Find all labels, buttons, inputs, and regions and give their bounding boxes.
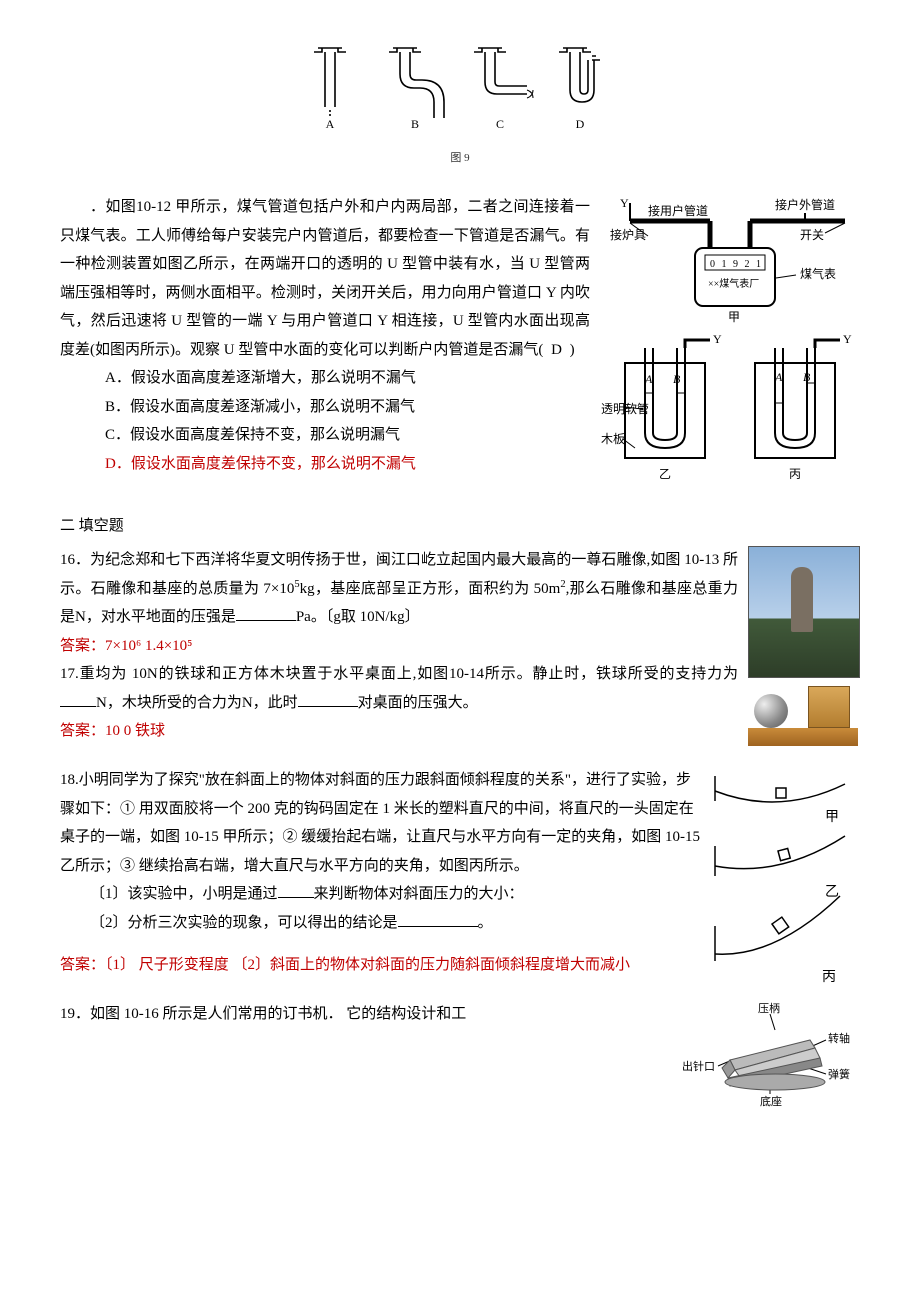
svg-text:木板: 木板 [601, 432, 625, 446]
q15-option-b: B．假设水面高度差逐渐减小，那么说明不漏气 [60, 393, 590, 422]
fig9-label-a: A [326, 117, 335, 131]
q15-option-d: D．假设水面高度差保持不变，那么说明不漏气 [60, 450, 590, 479]
ball-block-figure [748, 686, 858, 746]
q17-answer: 答案：10 0 铁球 [60, 717, 738, 746]
svg-text:出针口: 出针口 [682, 1059, 715, 1073]
stapler-figure: 压柄 转轴 出针口 弹簧 底座 [680, 1000, 860, 1121]
q18-answer: 答案：〔1〕 尺子形变程度 〔2〕斜面上的物体对斜面的压力随斜面倾斜程度增大而减… [60, 951, 700, 980]
q15-option-a: A．假设水面高度差逐渐增大，那么说明不漏气 [60, 364, 590, 393]
svg-text:乙: 乙 [825, 884, 839, 900]
svg-text:0 1 9 2 1: 0 1 9 2 1 [710, 259, 763, 270]
q18-figures: 甲 乙 丙 [710, 766, 860, 996]
section-2-title: 二 填空题 [60, 512, 860, 541]
svg-text:A: A [644, 372, 653, 386]
question-15: ．如图10-12 甲所示，煤气管道包括户外和户内两局部，二者之间连接着一只煤气表… [60, 193, 860, 504]
q15-figures: Y 接用户管道 接户外管道 接炉具 开关 0 1 9 2 1 ××煤气表厂 煤气… [600, 193, 860, 504]
svg-text:乙: 乙 [659, 467, 671, 481]
fig9-label-d: D [576, 117, 585, 131]
question-16: 16．为纪念郑和七下西洋将华夏文明传扬于世，闽江口屹立起国内最大最高的一尊石雕像… [60, 546, 860, 746]
question-18: 18.小明同学为了探究"放在斜面上的物体对斜面的压力跟斜面倾斜程度的关系"，进行… [60, 766, 860, 996]
svg-text:甲: 甲 [728, 310, 740, 324]
q15-close: ) [570, 342, 575, 358]
svg-text:B: B [673, 372, 681, 386]
svg-text:Y: Y [843, 332, 852, 346]
fig9-label-c: C [496, 117, 504, 131]
figure-9: A B C D 图 9 [60, 40, 860, 168]
svg-text:××煤气表厂: ××煤气表厂 [708, 277, 759, 290]
svg-text:丙: 丙 [789, 467, 801, 481]
svg-text:煤气表: 煤气表 [800, 266, 836, 281]
svg-text:转轴: 转轴 [828, 1031, 850, 1045]
svg-text:开关: 开关 [800, 228, 824, 242]
q15-body: ．如图10-12 甲所示，煤气管道包括户外和户内两局部，二者之间连接着一只煤气表… [60, 199, 590, 358]
statue-figure [748, 546, 860, 678]
q15-option-c: C．假设水面高度差保持不变，那么说明漏气 [60, 421, 590, 450]
question-17: 17.重均为 10N的铁球和正方体木块置于水平桌面上,如图10-14所示。静止时… [60, 660, 738, 717]
svg-text:B: B [803, 370, 811, 384]
svg-text:底座: 底座 [760, 1094, 782, 1108]
svg-text:丙: 丙 [822, 970, 836, 985]
fig9-label-b: B [411, 117, 419, 131]
svg-text:压柄: 压柄 [758, 1002, 780, 1015]
svg-text:接炉具: 接炉具 [610, 227, 646, 242]
svg-text:Y: Y [620, 196, 629, 210]
svg-text:甲: 甲 [825, 810, 839, 825]
q16-blank [236, 605, 296, 621]
svg-text:Y: Y [713, 332, 722, 346]
svg-text:接户外管道: 接户外管道 [775, 197, 835, 212]
svg-text:A: A [774, 370, 783, 384]
svg-text:弹簧: 弹簧 [828, 1067, 850, 1081]
question-19: 19．如图 10-16 所示是人们常用的订书机． 它的结构设计和工 压柄 转轴 … [60, 1000, 860, 1121]
svg-text:接用户管道: 接用户管道 [648, 203, 708, 218]
q15-correct-letter: D [547, 342, 570, 358]
q16-answer: 答案：7×10⁶ 1.4×10⁵ [60, 632, 738, 661]
fig9-caption: 图 9 [60, 148, 860, 169]
